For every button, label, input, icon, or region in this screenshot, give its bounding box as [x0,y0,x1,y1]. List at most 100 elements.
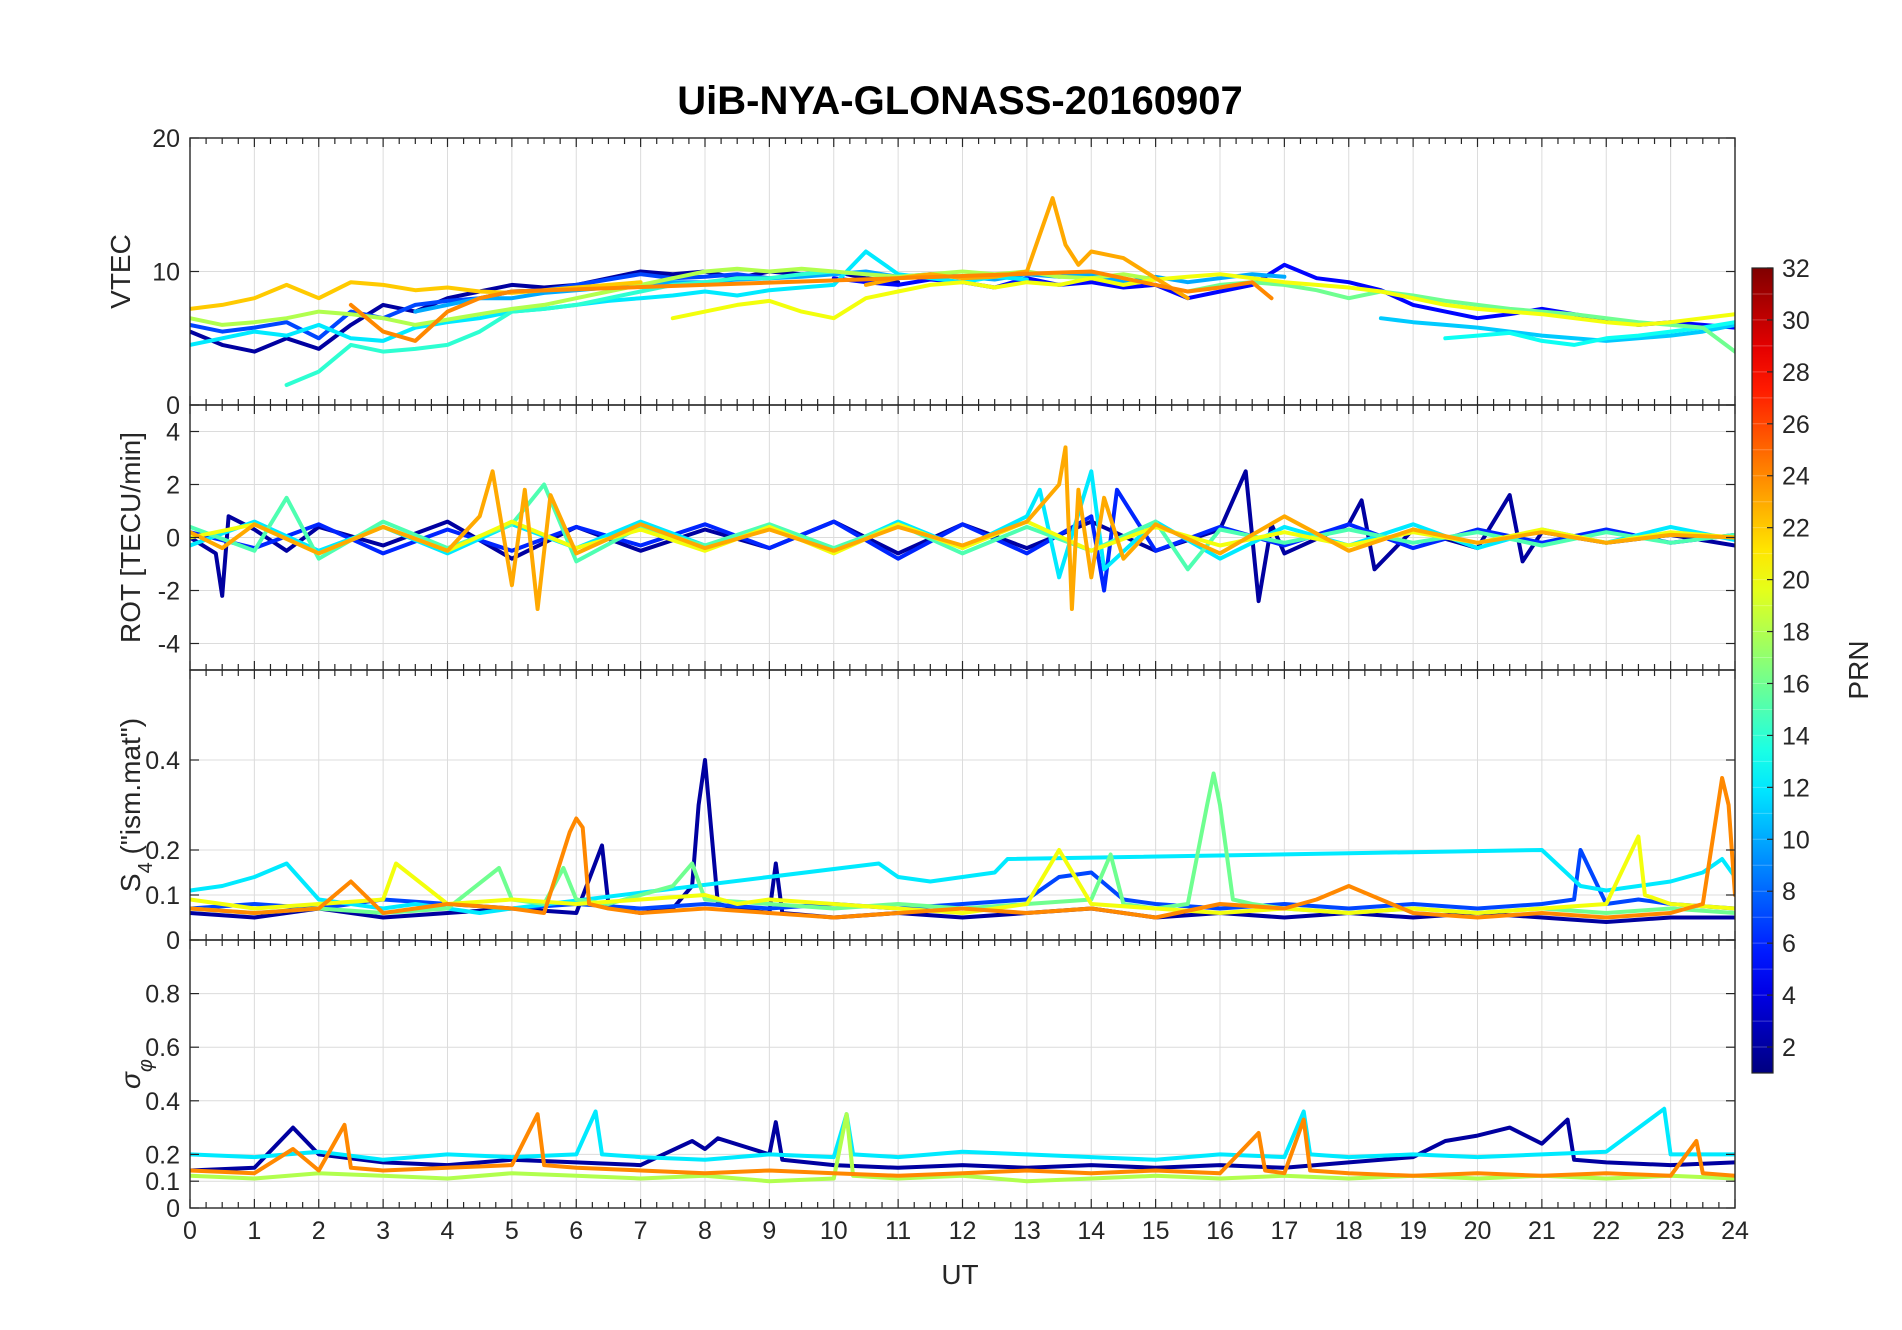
colorbar-gradient [1752,268,1773,1073]
colorbar-tick-label: 14 [1782,722,1810,750]
x-tick-label: 8 [698,1217,712,1245]
y-axis-label-sub: φ [135,1059,157,1072]
x-tick-label: 23 [1657,1217,1685,1245]
x-tick-label: 10 [820,1217,848,1245]
x-tick-label: 11 [885,1217,911,1245]
traces [190,196,1735,387]
series-prn-2 [190,1117,1735,1173]
y-tick-label: 0 [166,525,180,553]
colorbar-tick-label: 12 [1782,774,1810,802]
y-tick-label: -4 [158,631,180,659]
y-axis-label-main: σ [115,1071,146,1089]
y-tick-label: 0.2 [145,1141,180,1169]
x-tick-label: 12 [949,1217,977,1245]
colorbar-tick-label: 32 [1782,255,1810,283]
y-axis-label: S4 ("ism.mat") [115,718,157,892]
x-tick-label: 1 [247,1217,261,1245]
series-prn-24 [348,269,1274,343]
x-tick-label: 6 [569,1217,583,1245]
minor-ticks [189,670,1736,940]
colorbar-label: PRN [1843,640,1874,699]
x-tick-label: 9 [762,1217,776,1245]
y-tick-label: 0.6 [145,1034,180,1062]
y-tick-label: 0.1 [145,882,180,910]
minor-ticks [189,405,1736,670]
grid [190,670,1735,940]
y-ticks: 0 10 20 [152,125,1735,420]
colorbar-tick-label: 22 [1782,515,1810,543]
series-prn-11 [1378,316,1735,343]
series-prn-12 [190,848,1735,915]
y-axis-label-sub: 4 [135,862,157,873]
colorbar-tick-label: 6 [1782,930,1796,958]
y-tick-label: 4 [166,419,180,447]
x-tick-label: 19 [1399,1217,1427,1245]
y-tick-label: 0.2 [145,837,180,865]
x-tick-label: 21 [1528,1217,1556,1245]
colorbar-tick-label: 26 [1782,411,1810,439]
series-prn-14 [284,269,836,387]
x-tick-label: 16 [1206,1217,1234,1245]
y-ticks: 0 0.1 0.2 0.4 [145,747,1735,955]
traces [190,445,1735,611]
series-prn-18 [190,1112,1735,1184]
colorbar-tick-label: 16 [1782,670,1810,698]
y-axis-label: ROT [TECU/min] [115,432,146,643]
panel-sigma_phi: 00.10.2 0.4 0.6 0.8 σφ [115,939,1736,1223]
panel-vtec: 0 10 20 VTEC [105,125,1736,420]
panel-rot: -4 -2 0 2 4 ROT [TECU/min] [115,404,1736,671]
y-tick-label: -2 [158,578,180,606]
chart-title: UiB-NYA-GLONASS-20160907 [677,79,1242,123]
series-prn-23 [863,196,1190,301]
colorbar-frame [1751,267,1774,1074]
colorbar-tick-label: 30 [1782,307,1810,335]
y-ticks: 00.10.2 0.4 0.6 0.8 [145,981,1735,1223]
x-tick-label: 4 [441,1217,455,1245]
series-prn-24 [190,1112,1735,1178]
y-axis-label: VTEC [105,234,136,309]
x-tick-label: 15 [1142,1217,1170,1245]
x-tick-label: 18 [1335,1217,1363,1245]
x-tick-label: 22 [1592,1217,1620,1245]
y-tick-label: 0.8 [145,981,180,1009]
x-tick-label: 24 [1721,1217,1749,1245]
y-axis-label: σφ [115,1059,157,1089]
series-prn-24 [190,776,1735,920]
y-tick-label: 20 [152,125,180,153]
colorbar-tick-label: 4 [1782,982,1796,1010]
colorbar-tick-label: 8 [1782,878,1796,906]
colorbar-tick-label: 10 [1782,826,1810,854]
y-tick-label: 10 [152,259,180,287]
colorbar-tick-label: 2 [1782,1034,1796,1062]
colorbar-tick-label: 20 [1782,567,1810,595]
colorbar-tick-label: 24 [1782,463,1810,491]
y-ticks: -4 -2 0 2 4 [158,419,1735,659]
x-tick-label: 0 [183,1217,197,1245]
y-axis-label-rest: ("ism.mat") [115,718,146,862]
x-tick-label: 7 [634,1217,648,1245]
y-tick-label: 0.4 [145,747,180,775]
series-prn-20 [670,272,1735,327]
series-prn-12 [190,249,1029,347]
panel-s4: 0 0.1 0.2 0.4S4 ("ism.mat") [115,669,1736,955]
y-tick-label: 0 [166,927,180,955]
y-tick-label: 0.1 [145,1168,180,1196]
y-tick-label: 0.4 [145,1088,180,1116]
traces [190,758,1735,924]
colorbar-tick-label: 28 [1782,359,1810,387]
colorbar-tick-label: 18 [1782,619,1810,647]
series-prn-23 [190,445,1735,611]
traces [190,1106,1735,1184]
x-tick-label: 20 [1464,1217,1492,1245]
x-tick-label: 13 [1013,1217,1041,1245]
minor-ticks [189,940,1736,1208]
x-tick-label: 17 [1270,1217,1298,1245]
y-tick-label: 0 [166,1195,180,1223]
y-tick-label: 0 [166,392,180,420]
grid [190,405,1735,670]
minor-ticks [189,138,1736,405]
series-prn-20 [190,834,1735,915]
